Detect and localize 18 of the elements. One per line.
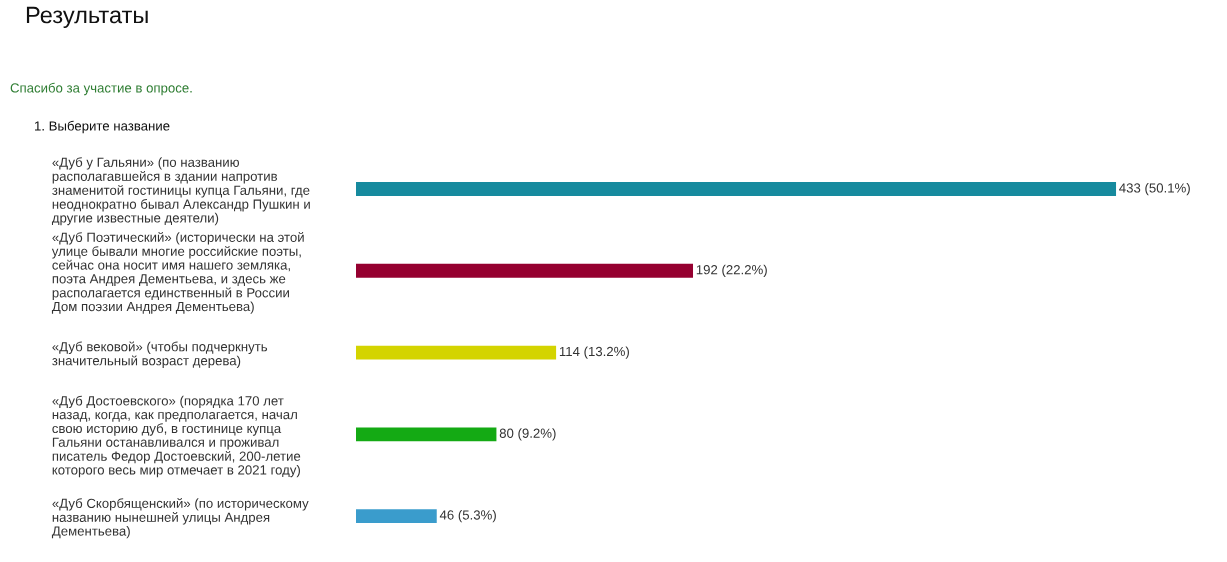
- data-label: 80 (9.2%): [499, 428, 556, 441]
- data-label: 114 (13.2%): [559, 346, 629, 359]
- y-tick-label: «Дуб вековой» (чтобы подчеркнуть значительный возраст дерева): [52, 341, 268, 368]
- text: 1. Выберите название: [35, 120, 170, 134]
- bar: [356, 427, 497, 442]
- bar: [356, 182, 1117, 197]
- y-tick-label: «Дуб у Гальяни» (по названию располагавшейся в здании напротив знаменитой гостиницы купца Гальяни, где неоднократно бывал Александр Пушкин и другие известные деятели): [51, 157, 310, 226]
- text: Спасибо за участие в опросе.: [10, 82, 192, 96]
- bar: [356, 509, 437, 524]
- data-label: 433 (50.1%): [1119, 182, 1190, 196]
- data-label: 46 (5.3%): [439, 509, 496, 523]
- bar: [356, 263, 694, 278]
- text: Результаты: [26, 6, 148, 28]
- y-tick-label: «Дуб Достоевского» (порядка 170 лет назад, когда, как предполагается, начал свою историю дуб, в гостинице купца Гальяни останавливался и проживал писатель Федор Достоевский, 200-летие которого весь мир отмечает в 2021 году): [52, 395, 301, 478]
- data-label: 192 (22.2%): [696, 264, 767, 277]
- bar: [356, 345, 557, 360]
- y-tick-label: «Дуб Поэтический» (исторически на этой улице бывали многие российские поэты, сейчас она носит имя нашего земляка, поэта Андрея Дементьева, и здесь же располагается единственный в России Дом поэзии Андрея Дементьева): [51, 232, 304, 314]
- y-tick-label: «Дуб Скорбященский» (по историческому названию нынешней улицы Андрея Дементьева): [51, 498, 309, 539]
